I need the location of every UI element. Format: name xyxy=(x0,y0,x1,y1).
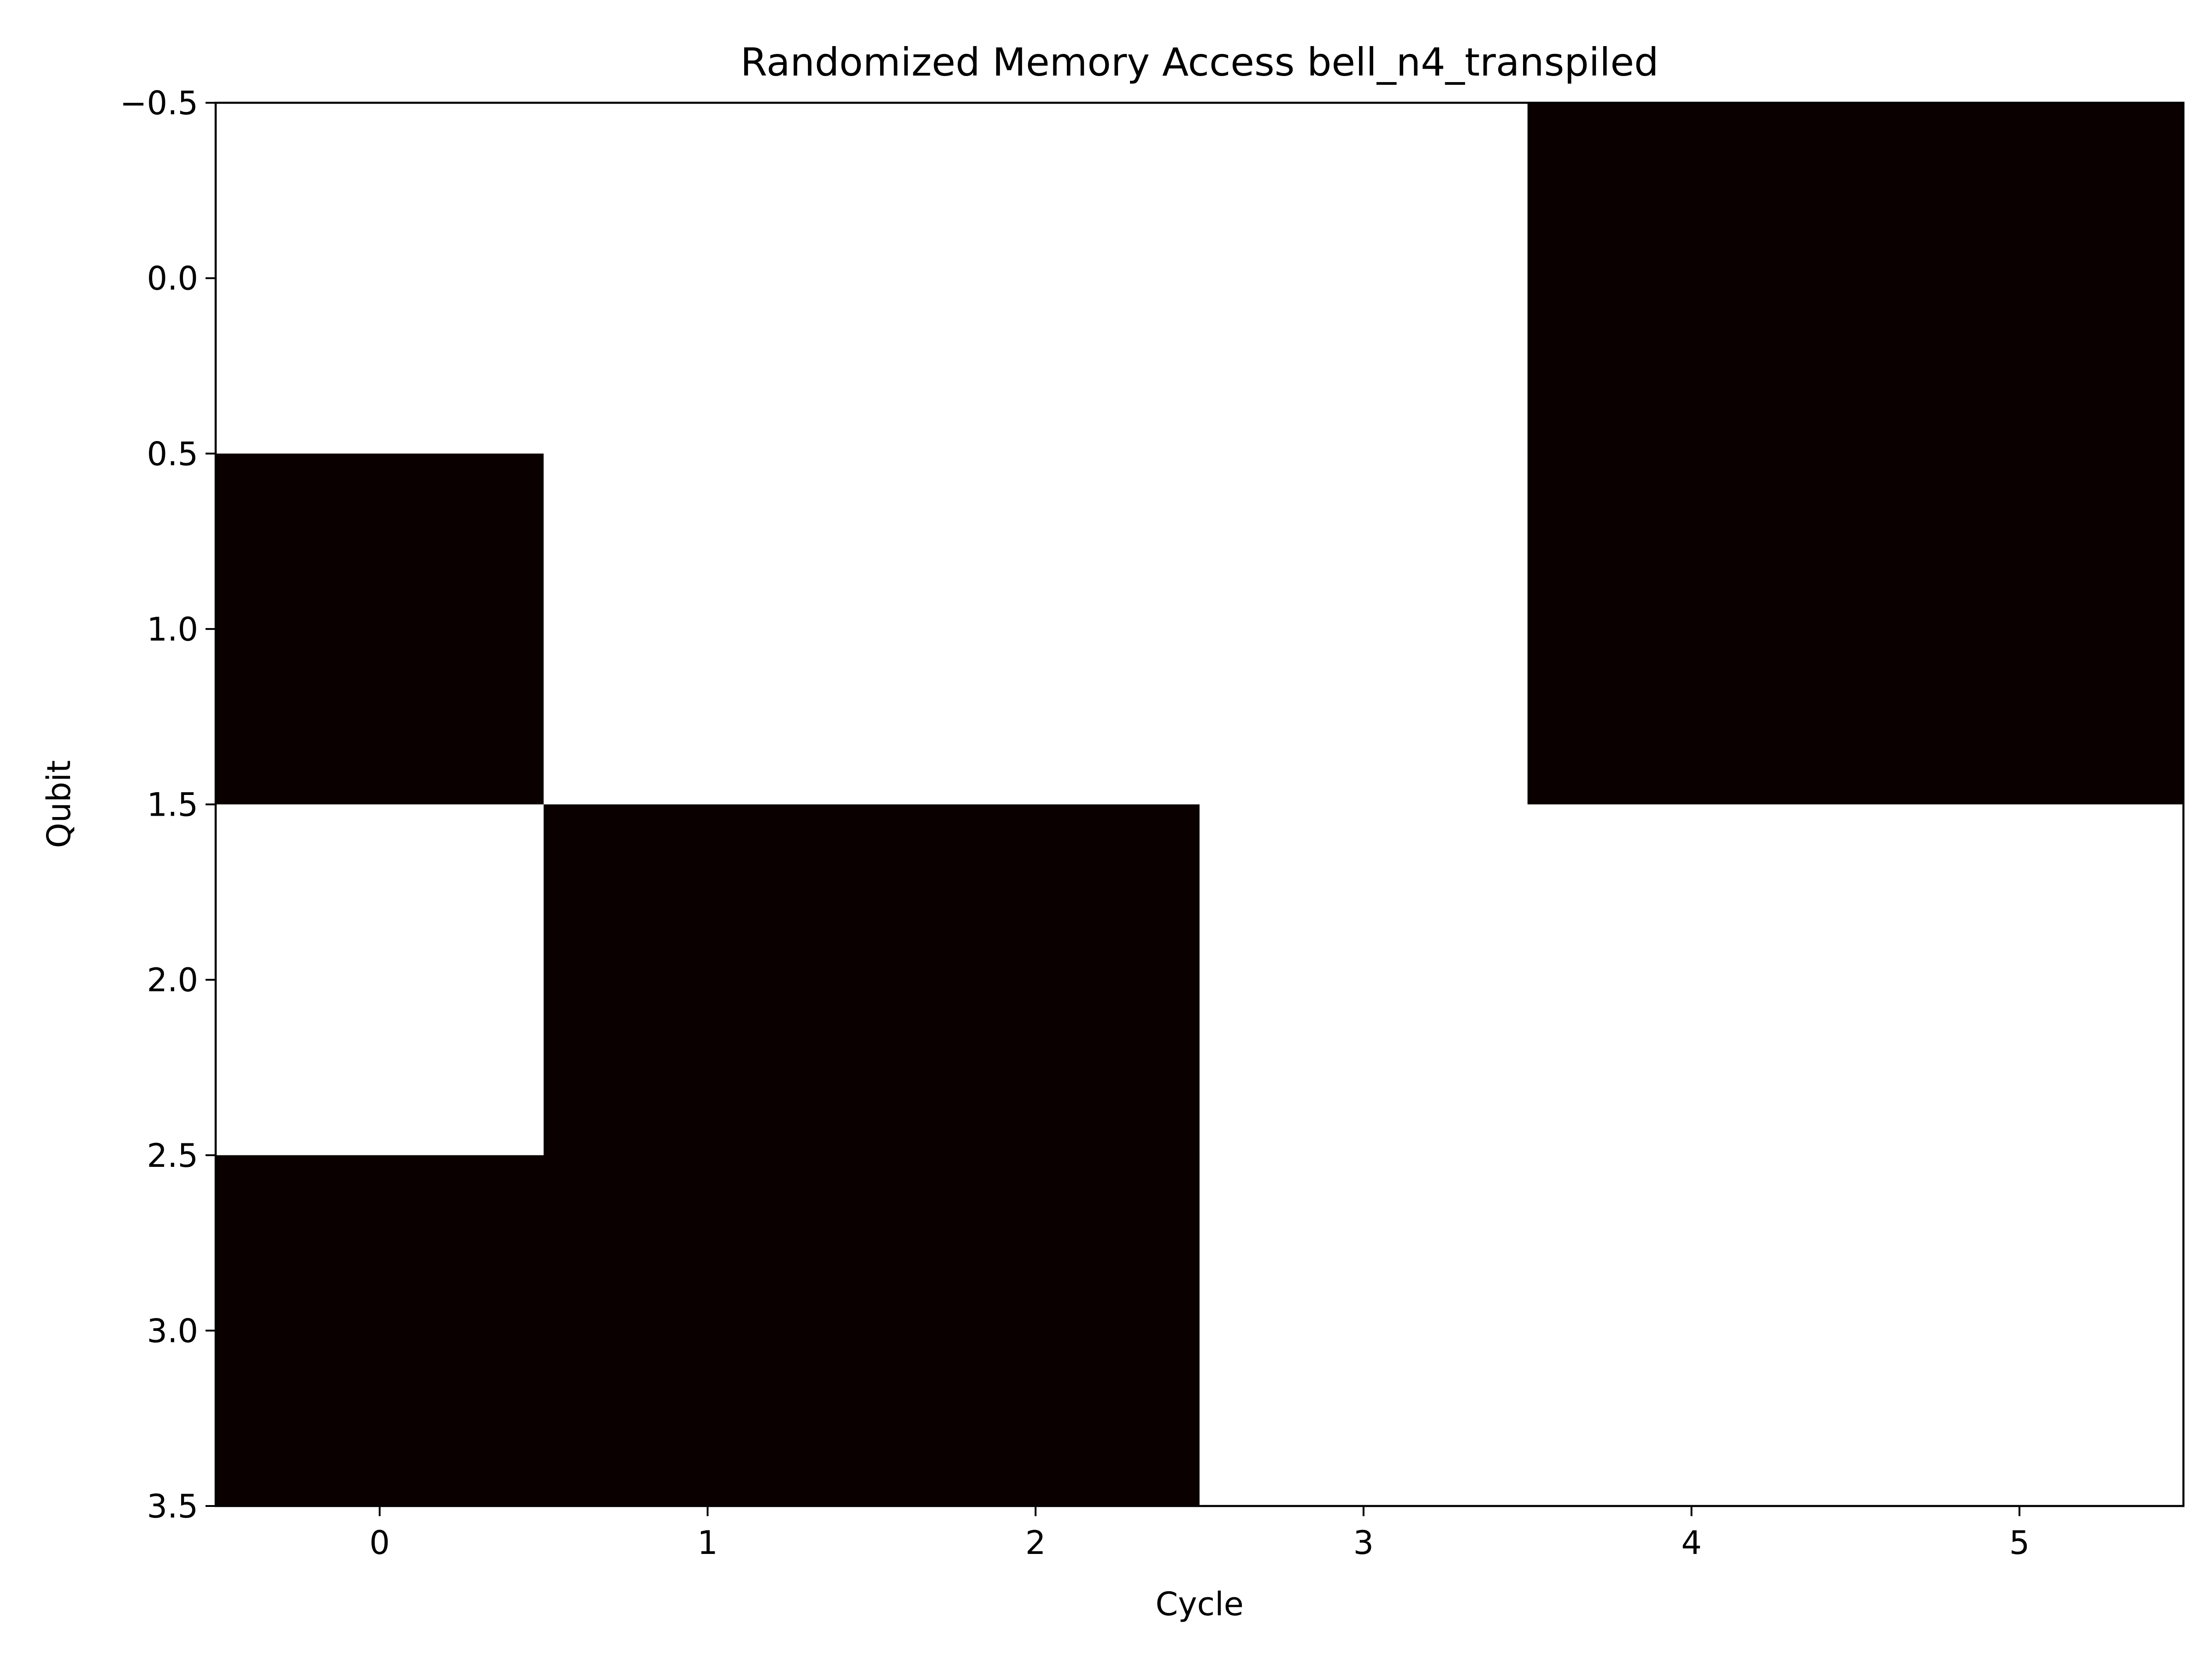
chart-title: Randomized Memory Access bell_n4_transpi… xyxy=(741,40,1659,85)
heatmap-cell xyxy=(1527,103,1856,454)
x-tick-label: 5 xyxy=(2009,1524,2030,1562)
heatmap-cell xyxy=(871,103,1200,454)
y-tick-label: 0.5 xyxy=(147,435,198,473)
heatmap-cell xyxy=(1855,103,2184,454)
y-tick-label: 3.0 xyxy=(147,1312,198,1350)
heatmap-cell xyxy=(871,453,1200,805)
x-axis: 0 1 2 3 4 5 xyxy=(370,1506,2030,1562)
heatmap-cell xyxy=(1527,453,1856,805)
heatmap-cell xyxy=(1855,1155,2184,1506)
heatmap-cell xyxy=(1200,103,1528,454)
heatmap-cell xyxy=(1200,804,1528,1156)
heatmap-cell xyxy=(216,453,544,805)
x-tick-label: 4 xyxy=(1681,1524,1702,1562)
x-tick-label: 1 xyxy=(697,1524,718,1562)
heatmap-cell xyxy=(543,453,872,805)
heatmap-cell xyxy=(1200,453,1528,805)
y-tick-label: 2.0 xyxy=(147,961,198,999)
heatmap-cell xyxy=(871,1155,1200,1506)
y-tick-label: 0.0 xyxy=(147,260,198,298)
heatmap-cell xyxy=(871,804,1200,1156)
y-tick-label: 2.5 xyxy=(147,1137,198,1175)
x-tick-label: 0 xyxy=(370,1524,390,1562)
heatmap-cell xyxy=(216,103,544,454)
x-tick-label: 3 xyxy=(1353,1524,1374,1562)
heatmap-cell xyxy=(1527,804,1856,1156)
y-tick-label: 1.5 xyxy=(147,786,198,824)
heatmap-cell xyxy=(216,804,544,1156)
heatmap-cell xyxy=(1200,1155,1528,1506)
heatmap-cell xyxy=(543,103,872,454)
heatmap-cell xyxy=(1527,1155,1856,1506)
y-axis: −0.5 0.0 0.5 1.0 1.5 2.0 2.5 3.0 3.5 xyxy=(120,84,216,1525)
y-axis-label: Qubit xyxy=(40,760,78,848)
y-tick-label: 3.5 xyxy=(147,1488,198,1525)
y-tick-label: −0.5 xyxy=(120,84,198,122)
x-axis-label: Cycle xyxy=(1155,1585,1243,1623)
y-tick-label: 1.0 xyxy=(147,611,198,648)
heatmap-cell xyxy=(543,1155,872,1506)
heatmap-cell xyxy=(1855,453,2184,805)
heatmap-cell xyxy=(216,1155,544,1506)
heatmap-cells xyxy=(216,103,2184,1506)
heatmap-cell xyxy=(1855,804,2184,1156)
heatmap-cell xyxy=(543,804,872,1156)
x-tick-label: 2 xyxy=(1025,1524,1046,1562)
